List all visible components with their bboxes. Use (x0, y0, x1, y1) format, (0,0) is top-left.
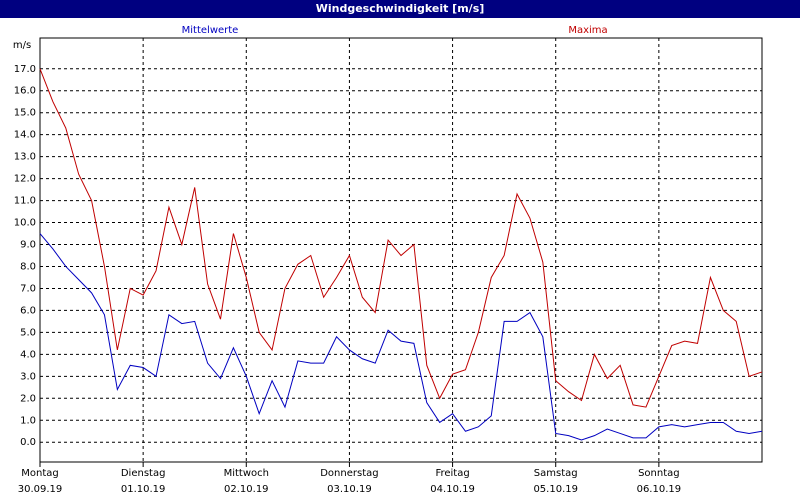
x-tick-date: 03.10.19 (327, 484, 372, 495)
x-tick-label: Sonntag (638, 468, 680, 479)
y-unit: m/s (13, 40, 31, 51)
x-tick-date: 02.10.19 (224, 484, 269, 495)
y-tick-label: 17.0 (14, 64, 36, 75)
x-tick-date: 06.10.19 (637, 484, 682, 495)
x-tick-label: Mittwoch (224, 468, 269, 479)
y-tick-label: 0.0 (20, 437, 36, 448)
y-tick-label: 16.0 (14, 86, 36, 97)
y-tick-label: 9.0 (20, 240, 36, 251)
y-tick-label: 8.0 (20, 261, 36, 272)
x-tick-label: Donnerstag (320, 468, 378, 479)
x-tick-label: Samstag (534, 468, 578, 479)
y-tick-label: 4.0 (20, 349, 36, 360)
x-tick-date: 05.10.19 (533, 484, 578, 495)
y-tick-label: 15.0 (14, 108, 36, 119)
x-tick-date: 04.10.19 (430, 484, 475, 495)
x-tick-date: 01.10.19 (121, 484, 166, 495)
y-tick-label: 6.0 (20, 305, 36, 316)
y-tick-label: 11.0 (14, 196, 36, 207)
x-tick-label: Freitag (435, 468, 469, 479)
y-tick-label: 3.0 (20, 371, 36, 382)
legend-label: Mittelwerte (182, 25, 239, 36)
x-tick-label: Montag (21, 468, 58, 479)
y-tick-label: 1.0 (20, 415, 36, 426)
title-bar (0, 0, 800, 18)
y-tick-label: 2.0 (20, 393, 36, 404)
data-line (39, 68, 763, 408)
legend-label: Maxima (568, 25, 607, 36)
y-tick-label: 13.0 (14, 152, 36, 163)
y-tick-label: 12.0 (14, 174, 36, 185)
y-tick-label: 7.0 (20, 283, 36, 294)
data-line (39, 233, 763, 441)
y-tick-label: 5.0 (20, 327, 36, 338)
y-tick-label: 10.0 (14, 218, 36, 229)
x-tick-date: 30.09.19 (18, 484, 63, 495)
y-tick-label: 14.0 (14, 130, 36, 141)
x-tick-label: Dienstag (121, 468, 166, 479)
chart-title: Windgeschwindigkeit [m/s] (316, 2, 485, 15)
